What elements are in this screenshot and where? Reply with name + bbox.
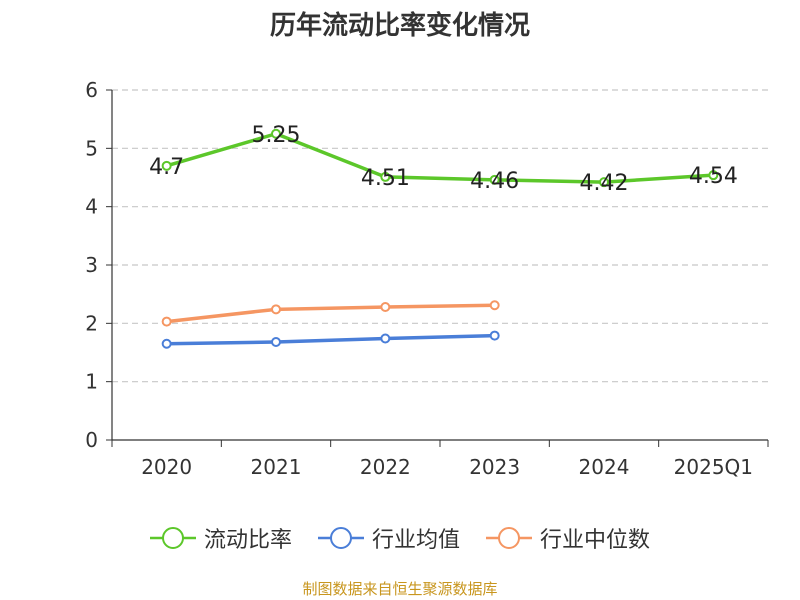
y-tick-label: 6: [85, 78, 98, 102]
data-point: [599, 177, 609, 188]
data-point: [708, 170, 719, 181]
x-tick-label: 2020: [141, 455, 192, 479]
legend-marker: [498, 527, 520, 549]
data-point: [161, 160, 172, 171]
series-line: [166, 303, 495, 324]
x-tick-label: 2025Q1: [674, 455, 753, 479]
series-line: [166, 132, 714, 184]
series-line: [166, 333, 495, 346]
data-label: 4.51: [361, 166, 410, 191]
y-tick-label: 3: [85, 253, 98, 277]
data-point: [271, 304, 281, 315]
y-tick-label: 0: [85, 428, 98, 452]
data-label: 4.7: [149, 155, 184, 180]
legend-item[interactable]: 行业均值: [317, 522, 460, 554]
data-point: [380, 333, 391, 344]
legend-swatch: [149, 527, 196, 549]
data-point: [489, 300, 500, 311]
x-tick-label: 2024: [579, 455, 630, 479]
chart-title: 历年流动比率变化情况: [269, 11, 530, 41]
data-point: [489, 174, 500, 185]
x-tick-label: 2023: [469, 455, 520, 479]
data-point: [380, 171, 391, 182]
x-tick-label: 2022: [360, 455, 411, 479]
series: [161, 128, 719, 349]
legend-label: 行业中位数: [540, 528, 651, 553]
data-label: 4.42: [580, 171, 629, 196]
x-tick-label: 2021: [251, 455, 302, 479]
data-point: [161, 338, 172, 349]
legend-swatch: [486, 527, 532, 549]
data-label: 4.46: [470, 169, 519, 194]
y-tick-label: 2: [85, 311, 98, 335]
legend-label: 流动比率: [203, 528, 292, 553]
data-label: 5.25: [252, 123, 301, 148]
source-note: 制图数据来自恒生聚源数据库: [302, 580, 498, 598]
legend-swatch: [317, 527, 364, 549]
data-point: [380, 302, 391, 312]
data-label: 4.54: [689, 164, 738, 189]
legend-marker: [161, 527, 184, 549]
y-tick-label: 4: [85, 195, 98, 219]
y-tick-label: 5: [85, 136, 98, 160]
legend-item[interactable]: 行业中位数: [486, 522, 650, 554]
axes: 0 1 2 3 4 5 6 2020 2021 2022 2023 2024 2025Q1: [85, 78, 769, 479]
legend: 流动比率 行业均值 行业中位数: [0, 520, 800, 556]
legend-marker: [329, 527, 352, 549]
data-labels: 4.7 5.25 4.51 4.46 4.42 4.54: [149, 123, 738, 196]
data-point: [271, 337, 281, 347]
legend-item[interactable]: 流动比率: [149, 522, 292, 554]
y-tick-label: 1: [85, 370, 98, 394]
data-point: [271, 128, 281, 139]
legend-label: 行业均值: [371, 528, 460, 553]
data-point: [489, 330, 500, 341]
data-point: [161, 316, 172, 327]
